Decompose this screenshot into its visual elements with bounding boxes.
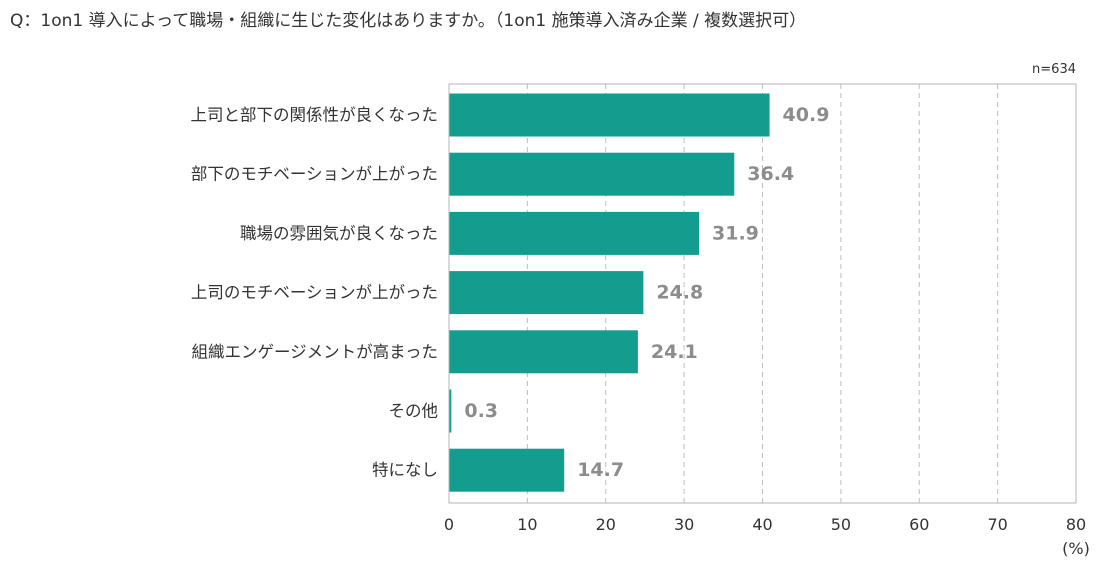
value-label: 0.3	[464, 400, 498, 422]
value-label: 24.1	[651, 341, 698, 363]
category-label: 特になし	[372, 461, 438, 480]
x-tick-label: 30	[674, 515, 694, 534]
plot-frame	[448, 83, 1077, 504]
value-labels: 40.9 36.4 31.9 24.8 24.1 0.3 14.7	[464, 104, 829, 481]
bars	[449, 93, 770, 492]
category-label: 上司と部下の関係性が良くなった	[191, 106, 439, 125]
chart-title: Q：1on1 導入によって職場・組織に生じた変化はありますか。（1on1 施策導…	[10, 11, 807, 31]
bar	[449, 448, 565, 492]
bar	[449, 152, 735, 196]
category-label: 職場の雰囲気が良くなった	[240, 224, 438, 243]
category-label: 部下のモチベーションが上がった	[191, 165, 438, 184]
category-labels: 上司と部下の関係性が良くなった部下のモチベーションが上がった職場の雰囲気が良くな…	[191, 106, 439, 480]
x-axis-ticks: 0 10 20 30 40 50 60 70 80	[444, 515, 1086, 534]
x-tick-label: 40	[752, 515, 772, 534]
bar	[449, 389, 452, 433]
x-tick-label: 50	[831, 515, 851, 534]
unit-label: (%)	[1062, 539, 1090, 558]
category-label: その他	[389, 402, 439, 421]
bar	[449, 93, 770, 137]
x-tick-label: 70	[987, 515, 1007, 534]
bar	[449, 271, 644, 315]
x-tick-label: 10	[517, 515, 537, 534]
x-tick-label: 60	[909, 515, 929, 534]
bar	[449, 330, 638, 374]
value-label: 36.4	[747, 163, 794, 185]
category-label: 組織エンゲージメントが高まった	[191, 342, 438, 361]
value-label: 14.7	[577, 459, 624, 481]
value-label: 24.8	[656, 282, 703, 304]
bar	[449, 211, 700, 255]
sample-size-note: n=634	[1032, 62, 1076, 77]
x-tick-label: 0	[444, 515, 454, 534]
x-tick-label: 20	[596, 515, 616, 534]
value-label: 40.9	[783, 104, 830, 126]
value-label: 31.9	[712, 222, 759, 244]
x-tick-label: 80	[1066, 515, 1086, 534]
category-label: 上司のモチベーションが上がった	[191, 283, 438, 302]
